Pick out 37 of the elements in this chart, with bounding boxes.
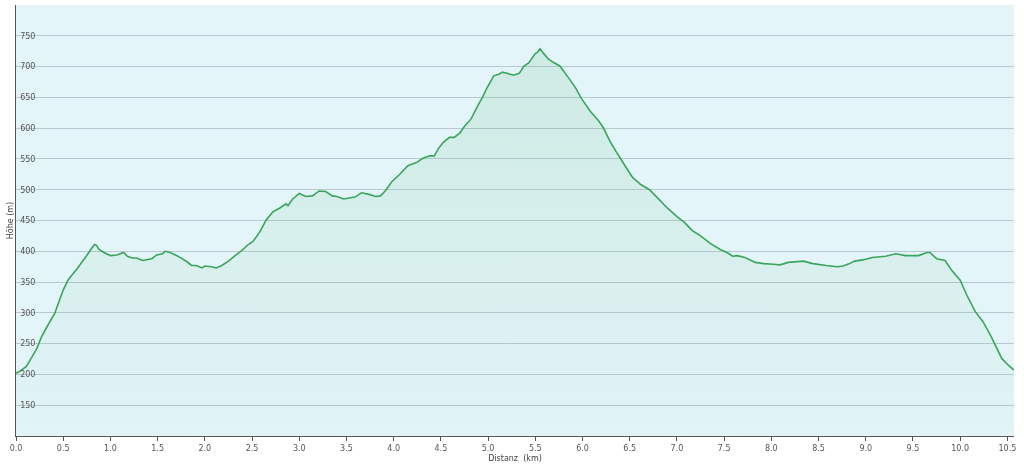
x-axis-title: Distanz (km) (488, 453, 542, 463)
x-tick-label: 8.0 (764, 443, 778, 453)
x-tick-label: 0.5 (56, 443, 70, 453)
y-axis-title: Höhe (m) (5, 201, 15, 240)
x-tick-label: 0.0 (9, 443, 23, 453)
x-tick-label: 6.5 (623, 443, 637, 453)
x-tick-label: 9.0 (859, 443, 873, 453)
x-tick-label: 7.0 (670, 443, 684, 453)
y-tick-label: 250 (20, 339, 36, 349)
x-tick-label: 2.0 (198, 443, 212, 453)
x-tick-label: 8.5 (812, 443, 825, 453)
x-tick-label: 10.0 (951, 443, 970, 453)
x-tick-label: 2.5 (245, 443, 259, 453)
x-tick-label: 6.0 (576, 443, 589, 453)
x-tick-label: 3.0 (292, 443, 306, 453)
y-tick-label: 750 (20, 31, 36, 41)
x-tick-label: 7.5 (717, 443, 731, 453)
y-tick-label: 650 (20, 93, 36, 103)
x-tick-label: 1.0 (104, 443, 117, 453)
y-tick-label: 700 (20, 62, 36, 72)
x-tick-label: 5.5 (528, 443, 542, 453)
x-tick-label: 4.0 (387, 443, 401, 453)
y-tick-label: 550 (20, 154, 36, 164)
x-tick-label: 9.5 (906, 443, 920, 453)
x-tick-label: 10.5 (998, 443, 1017, 453)
y-tick-label: 450 (20, 216, 36, 226)
x-tick-label: 3.5 (340, 443, 353, 453)
y-tick-label: 400 (20, 247, 36, 257)
y-tick-label: 300 (20, 308, 36, 318)
x-tick-label: 1.5 (151, 443, 164, 453)
y-tick-label: 200 (20, 370, 36, 380)
y-tick-label: 500 (20, 185, 36, 195)
x-tick-label: 4.5 (434, 443, 448, 453)
x-tick-label: 5.0 (481, 443, 495, 453)
y-tick-label: 600 (20, 123, 36, 133)
y-tick-label: 150 (20, 401, 36, 411)
y-tick-label: 350 (20, 277, 36, 287)
